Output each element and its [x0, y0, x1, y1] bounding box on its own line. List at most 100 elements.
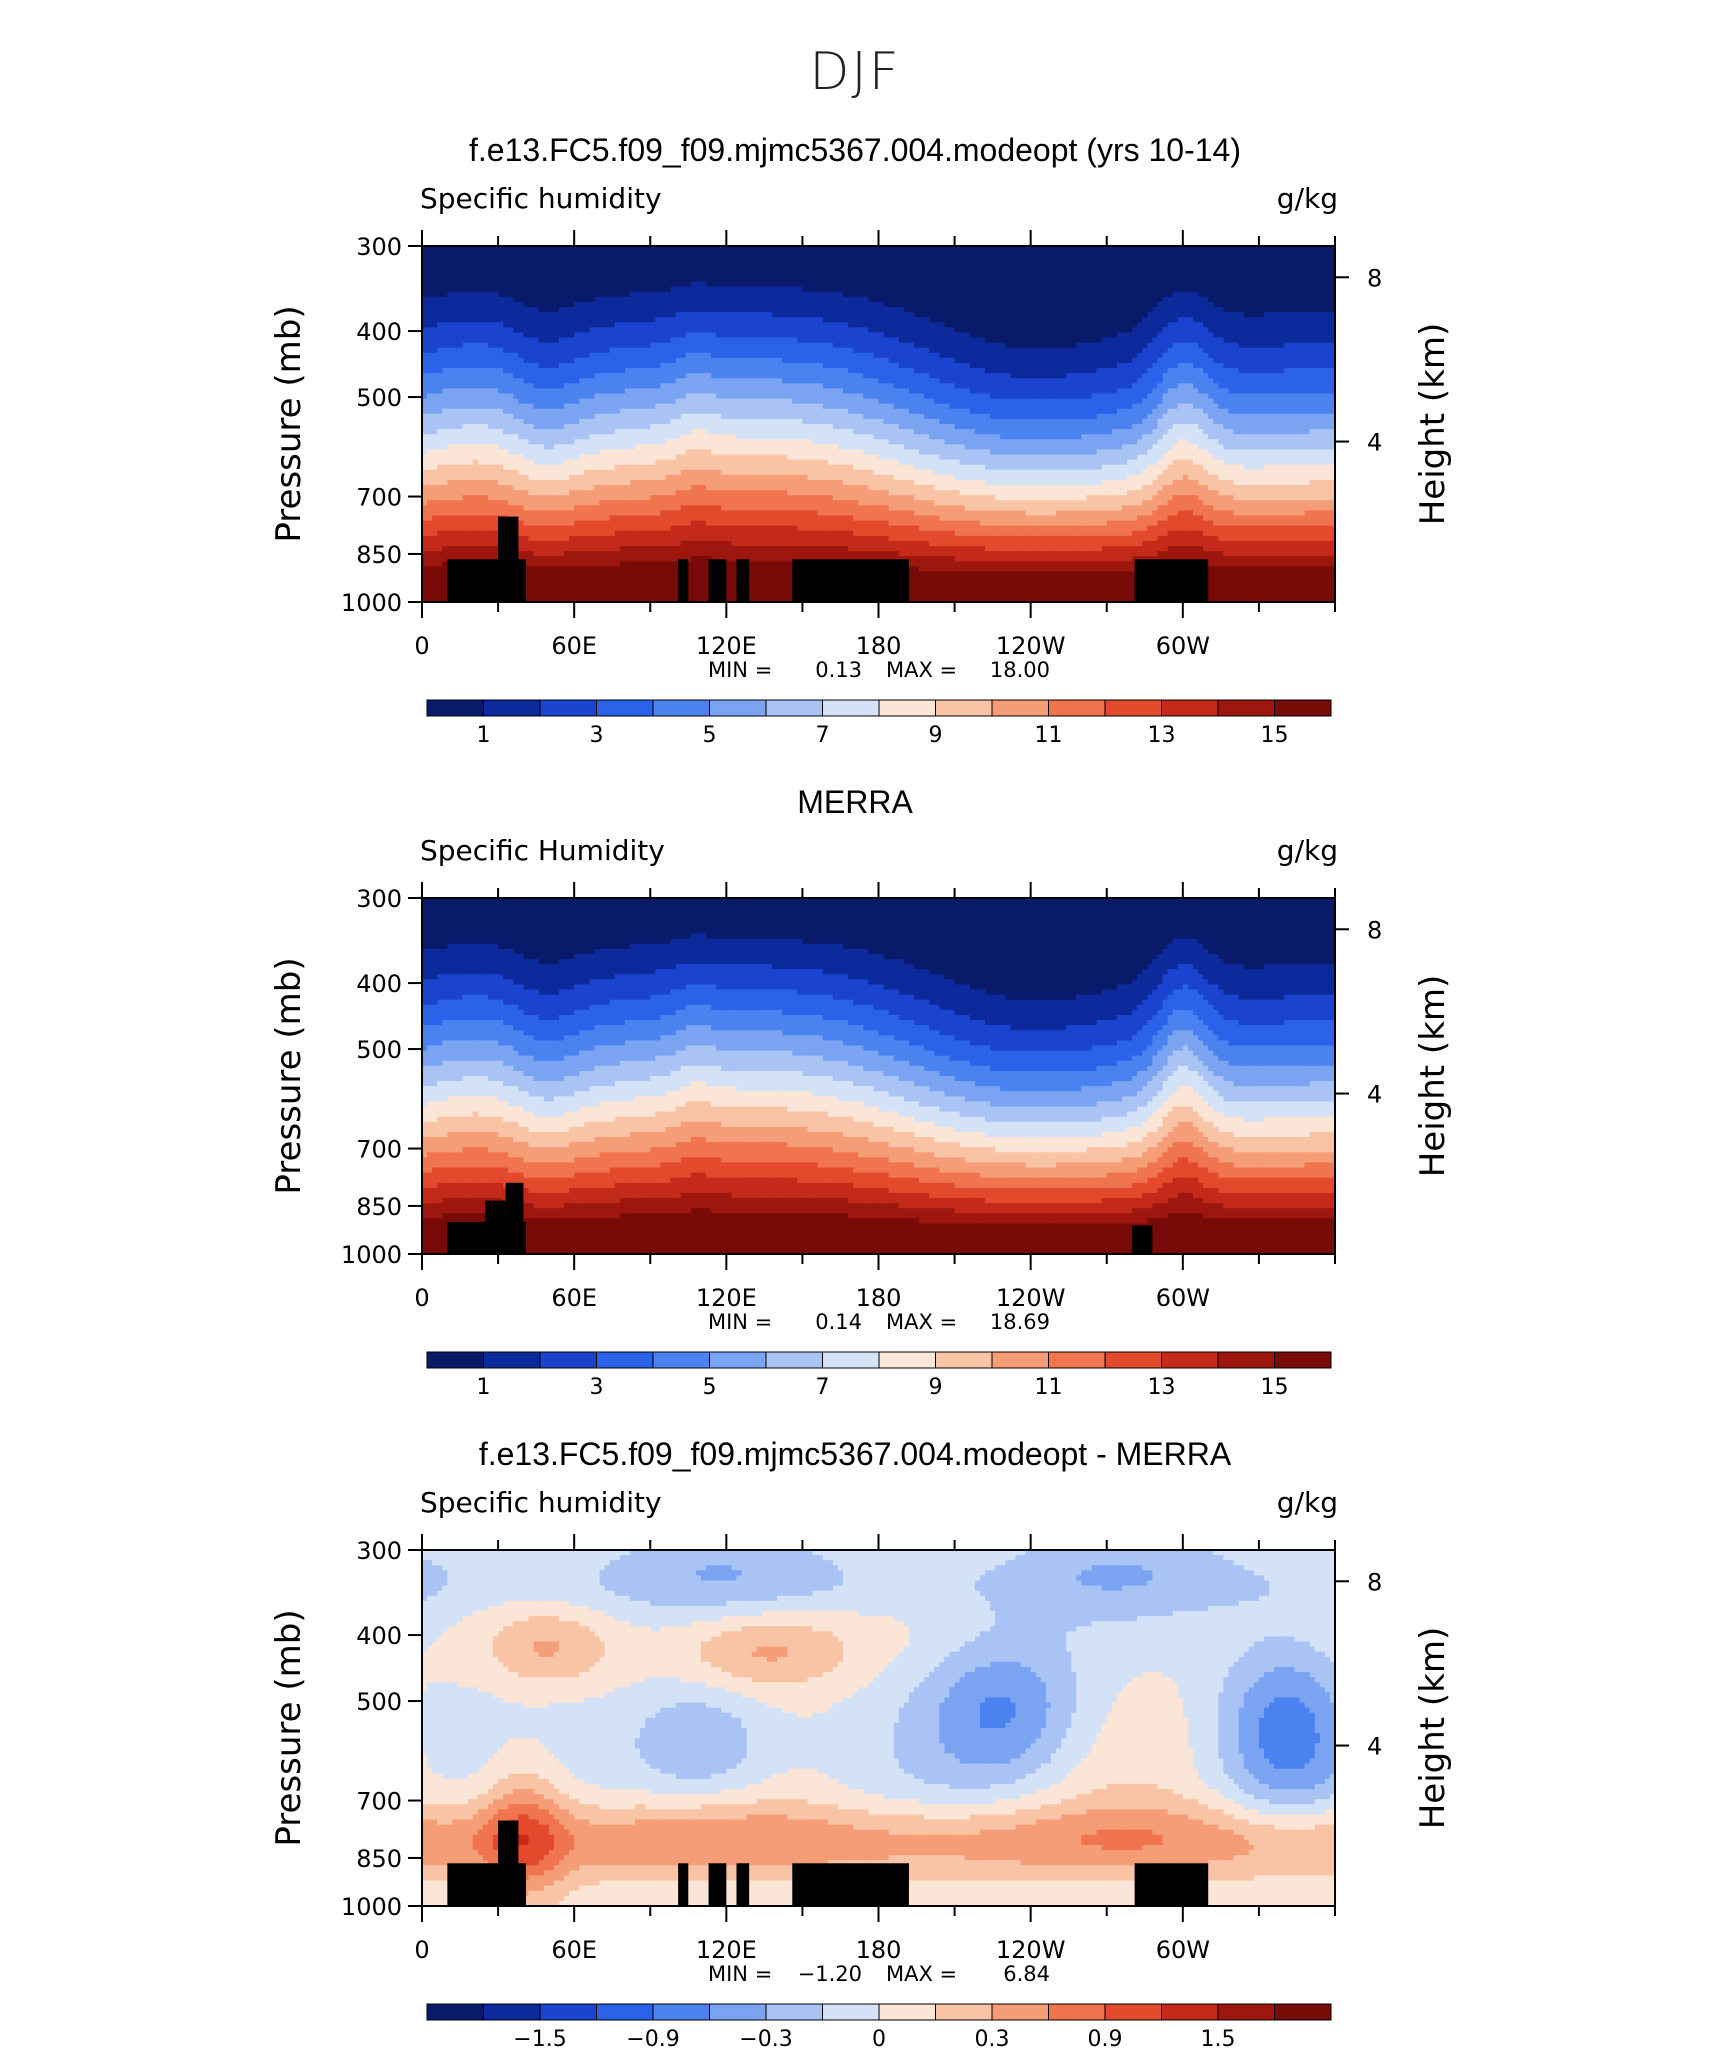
field-cell — [903, 337, 910, 344]
field-cell — [645, 322, 651, 328]
field-cell — [1269, 322, 1275, 328]
field-cell — [1030, 246, 1037, 252]
field-cell — [1116, 312, 1123, 318]
field-cell — [1289, 368, 1296, 374]
field-cell — [873, 317, 880, 323]
field-cell — [574, 327, 580, 334]
field-cell — [493, 312, 499, 318]
field-cell — [898, 276, 905, 283]
field-cell — [934, 337, 940, 344]
field-cell — [868, 312, 875, 318]
field-cell — [827, 378, 834, 384]
field-cell — [472, 307, 479, 313]
field-cell — [1106, 317, 1113, 323]
field-cell — [457, 322, 464, 328]
field-cell — [498, 286, 504, 293]
field-cell — [1289, 246, 1296, 252]
field-cell — [655, 347, 661, 354]
field-cell — [482, 327, 489, 334]
field-cell — [873, 312, 880, 318]
field-cell — [437, 271, 443, 278]
field-cell — [1319, 378, 1326, 384]
field-cell — [533, 296, 540, 303]
field-cell — [837, 251, 844, 257]
field-cell — [1324, 307, 1331, 313]
field-cell — [777, 281, 783, 288]
field-cell — [655, 261, 661, 267]
field-cell — [1005, 373, 1011, 379]
field-cell — [817, 373, 824, 379]
field-cell — [959, 261, 966, 267]
field-cell — [807, 296, 814, 303]
field-cell — [979, 296, 986, 303]
field-cell — [518, 296, 525, 303]
field-cell — [1035, 271, 1042, 278]
field-cell — [1152, 251, 1159, 257]
field-cell — [1071, 352, 1077, 359]
field-cell — [751, 266, 758, 273]
field-cell — [858, 281, 864, 288]
field-cell — [929, 256, 935, 262]
field-cell — [716, 281, 722, 288]
field-cell — [726, 286, 732, 293]
field-cell — [1020, 347, 1027, 354]
field-cell — [675, 322, 682, 328]
field-cell — [919, 261, 925, 267]
field-cell — [929, 286, 935, 293]
field-cell — [599, 342, 606, 349]
field-cell — [564, 261, 570, 267]
field-cell — [1289, 276, 1296, 283]
field-cell — [1000, 337, 1006, 344]
field-cell — [1218, 352, 1225, 359]
field-cell — [604, 276, 611, 283]
field-cell — [675, 246, 682, 252]
field-cell — [1263, 327, 1270, 334]
field-cell — [903, 296, 910, 303]
field-cell — [908, 337, 915, 344]
field-cell — [878, 383, 885, 389]
field-cell — [670, 373, 677, 379]
field-cell — [665, 383, 672, 389]
field-cell — [579, 322, 585, 328]
field-cell — [797, 327, 804, 334]
field-cell — [660, 307, 667, 313]
field-cell — [493, 373, 499, 379]
field-cell — [1182, 301, 1189, 308]
field-cell — [1187, 327, 1194, 334]
field-cell — [1284, 337, 1290, 344]
field-cell — [969, 383, 976, 389]
field-cell — [1010, 256, 1017, 262]
field-cell — [1182, 281, 1189, 288]
field-cell — [721, 296, 727, 303]
field-cell — [959, 378, 966, 384]
field-cell — [1263, 251, 1270, 257]
field-cell — [777, 317, 783, 323]
field-cell — [447, 301, 454, 308]
field-cell — [1294, 342, 1301, 349]
field-cell — [1253, 373, 1260, 379]
field-cell — [1096, 296, 1103, 303]
field-cell — [893, 281, 900, 288]
field-cell — [695, 256, 702, 262]
field-cell — [802, 352, 809, 359]
field-cell — [1319, 286, 1326, 293]
field-cell — [1142, 271, 1148, 278]
field-cell — [477, 312, 484, 318]
field-cell — [1299, 296, 1306, 303]
field-cell — [685, 357, 692, 364]
field-cell — [564, 276, 570, 283]
field-cell — [462, 301, 469, 308]
field-cell — [924, 327, 930, 334]
field-cell — [685, 322, 692, 328]
field-cell — [1279, 271, 1285, 278]
field-cell — [553, 281, 560, 288]
field-cell — [1274, 256, 1280, 262]
field-cell — [919, 342, 925, 349]
field-cell — [1111, 322, 1118, 328]
field-cell — [462, 383, 469, 389]
field-cell — [594, 301, 601, 308]
field-cell — [1030, 337, 1037, 344]
field-cell — [675, 357, 682, 364]
field-cell — [472, 286, 479, 293]
field-cell — [893, 342, 900, 349]
